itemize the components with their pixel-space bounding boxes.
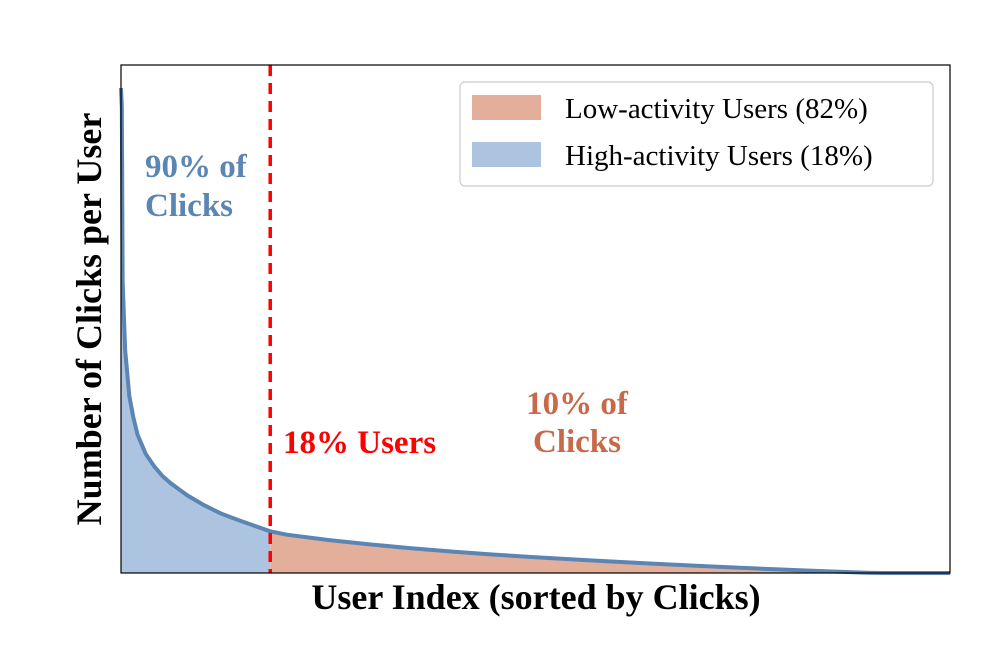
legend-box	[459, 81, 934, 187]
legend: Low-activity Users (82%) High-activity U…	[459, 81, 934, 187]
legend-label-low: Low-activity Users (82%)	[565, 93, 868, 125]
annotations: 90% of Clicks 18% Users 10% of Clicks	[145, 149, 629, 461]
legend-label-high: High-activity Users (18%)	[565, 140, 873, 172]
annotation-split-label: 18% Users	[283, 425, 436, 461]
y-axis-label: Number of Clicks per User	[69, 113, 109, 526]
annotation-high-line1: 90% of	[145, 149, 248, 185]
legend-swatch-high	[472, 142, 541, 167]
annotation-high-line2: Clicks	[145, 188, 233, 224]
plot-frame	[120, 64, 951, 574]
plot-area	[119, 64, 951, 575]
annotation-low-line1: 10% of	[526, 386, 629, 422]
low-activity-area	[270, 531, 951, 573]
annotation-low-line2: Clicks	[533, 424, 621, 460]
high-activity-area	[121, 88, 271, 573]
x-axis-label: User Index (sorted by Clicks)	[311, 577, 760, 617]
legend-swatch-low	[472, 95, 541, 120]
clicks-curve-line	[119, 87, 950, 575]
